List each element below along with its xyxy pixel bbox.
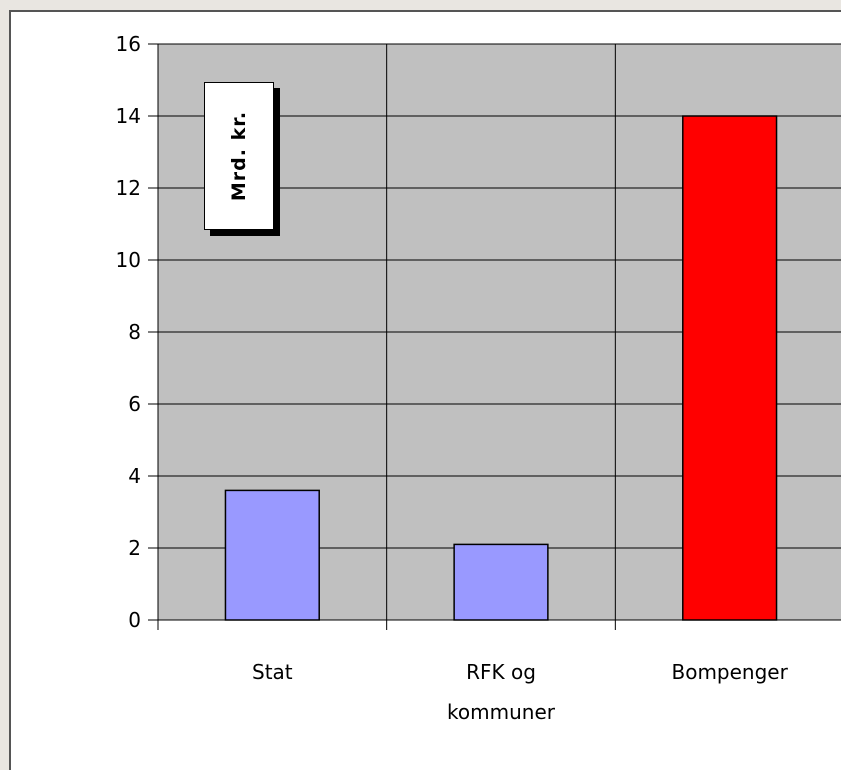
x-tick-label: Stat [252, 660, 293, 684]
y-tick-label: 8 [128, 320, 141, 344]
y-tick-label: 16 [116, 32, 141, 56]
bar-1 [224, 489, 320, 621]
y-tick-label: 0 [128, 608, 141, 632]
y-tick-label: 6 [128, 392, 141, 416]
bar-chart: 0 2 4 6 8 10 12 14 16 Stat RFK og kommuner Bompenger [116, 32, 841, 724]
x-tick-label: Bompenger [671, 660, 788, 684]
y-tick-label: 10 [116, 248, 141, 272]
x-tick-label: RFK og [466, 660, 536, 684]
x-tick-label: kommuner [447, 700, 556, 724]
y-axis-label-box: Mrd. kr. [204, 82, 274, 230]
y-tick-label: 4 [128, 464, 141, 488]
y-tick-label: 12 [116, 176, 141, 200]
chart-frame: 0 2 4 6 8 10 12 14 16 Stat RFK og kommuner Bompenger… [9, 10, 841, 770]
y-tick-label: 14 [116, 104, 141, 128]
bar-3 [682, 115, 778, 621]
y-axis-label: Mrd. kr. [228, 110, 251, 202]
bar-2 [453, 543, 549, 621]
y-tick-label: 2 [128, 536, 141, 560]
